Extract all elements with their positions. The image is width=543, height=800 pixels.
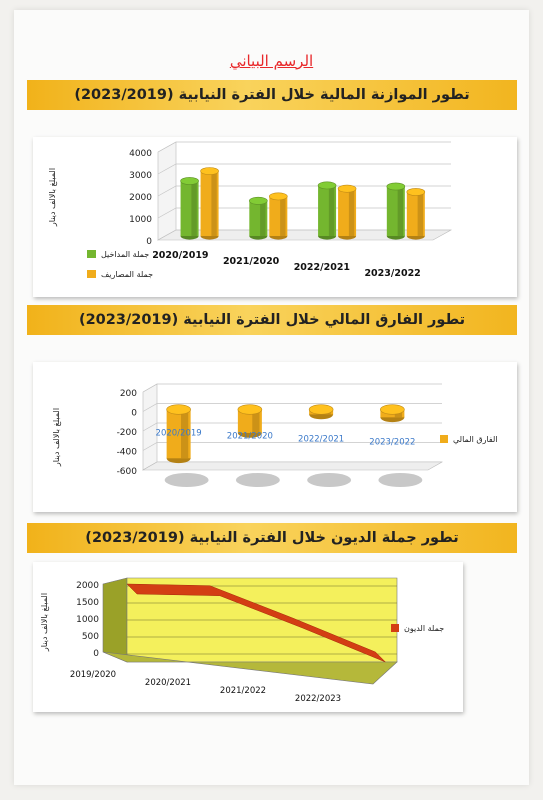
chart3-xtick-label: 2021/2022 <box>220 686 266 696</box>
chart2-bar-shade <box>181 409 189 459</box>
chart2-xtick-label: 2022/2021 <box>298 435 344 445</box>
chart1-bar-top <box>386 182 406 191</box>
chart1-bar-top <box>317 181 337 190</box>
chart1-legend-swatch <box>87 270 96 278</box>
chart1-title: تطور الموازنة المالية خلال الفترة النياب… <box>74 87 470 103</box>
chart3-floor <box>102 651 398 685</box>
chart1-bar-shade <box>280 196 286 236</box>
chart1-ylabel: المبلغ بالالف دينار <box>48 168 57 227</box>
chart1-ytick-label: 1000 <box>129 215 152 225</box>
chart2-ytick-label: -400 <box>117 448 138 458</box>
chart2-xtick-label: 2020/2019 <box>156 429 202 439</box>
chart1-legend-swatch <box>87 250 96 258</box>
chart3-legend-swatch <box>391 624 399 632</box>
page-title: الرسم البياني <box>229 52 314 70</box>
chart1-bar-top <box>200 167 219 175</box>
chart1-bar-top <box>249 196 268 205</box>
chart1-gridline <box>157 207 451 219</box>
chart1-gridline <box>157 163 451 175</box>
chart1-xtick-label: 2022/2021 <box>294 262 350 273</box>
chart1-panel: 0 1000 2000 3000 4000 المبلغ بالالف دينار 2020… <box>33 137 517 297</box>
chart1-ytick-label: 2000 <box>129 193 152 203</box>
chart1-legend-label: جملة المداخيل <box>101 250 149 259</box>
chart1-bar-shade <box>191 181 197 236</box>
chart3-ytick-label: 0 <box>93 649 99 659</box>
chart1-xtick-label: 2020/2019 <box>152 250 208 261</box>
chart1-bar-shade <box>397 186 404 236</box>
chart3-area-series <box>126 583 386 663</box>
chart2-bar-top <box>308 404 334 415</box>
chart2-bar-shade <box>252 409 260 433</box>
chart3-ylabel: المبلغ بالالف دينار <box>40 593 49 652</box>
chart1-bar-top <box>337 184 357 193</box>
chart1-ytick-label: 3000 <box>129 171 152 181</box>
chart1-gridline <box>157 185 451 197</box>
chart2-bar-shadow <box>164 473 209 487</box>
chart3-title: تطور جملة الديون خلال الفترة النيابية (2… <box>85 530 459 546</box>
chart2-ytick-label: 200 <box>120 389 137 399</box>
difference-bar-chart: -600 -400 -200 0 200 المبلغ بالالف دينار 2020/… <box>52 383 498 487</box>
chart3-ytick-label: 2000 <box>76 581 99 591</box>
chart1-bar-shade <box>328 185 335 236</box>
chart2-bar-top <box>380 404 405 415</box>
chart1-bar-shade <box>417 192 424 236</box>
chart1-bar-shade <box>211 171 217 236</box>
chart1-bar-shade <box>348 188 355 236</box>
chart3-panel: 0 500 1000 1500 2000 المبلغ بالالف دينار 2019/… <box>33 562 463 712</box>
chart1-gridline <box>157 141 451 153</box>
chart2-gridline <box>142 442 442 451</box>
chart3-xtick-label: 2022/2023 <box>295 694 341 704</box>
chart2-ylabel: المبلغ بالالف دينار <box>52 408 61 467</box>
debt-area-chart: 0 500 1000 1500 2000 المبلغ بالالف دينار 2019/… <box>40 577 444 704</box>
chart1-bar-top <box>180 177 199 185</box>
chart3-legend-label: جملة الديون <box>404 624 444 633</box>
chart1-xtick-label: 2021/2020 <box>223 256 280 267</box>
chart1-bar-top <box>269 192 288 201</box>
chart2-panel: -600 -400 -200 0 200 المبلغ بالالف دينار 2020/… <box>33 362 517 512</box>
chart3-title-banner: تطور جملة الديون خلال الفترة النيابية (2… <box>27 523 517 553</box>
chart2-legend-swatch <box>440 435 448 443</box>
chart1-ytick-label: 4000 <box>129 149 152 159</box>
chart2-title-banner: تطور الفارق المالي خلال الفترة النيابية … <box>27 305 517 335</box>
budget-bar-chart: 0 1000 2000 3000 4000 المبلغ بالالف دينار 2020… <box>48 141 453 279</box>
chart2-legend-label: الفارق المالي <box>453 435 498 444</box>
chart2-bar-top <box>166 404 191 415</box>
chart2-bar-shadow <box>235 473 280 487</box>
chart1-bar-shade <box>260 200 266 236</box>
chart2-ytick-label: -200 <box>117 428 138 438</box>
chart2-xtick-label: 2021/2020 <box>227 432 273 442</box>
chart2-gridline <box>142 383 442 393</box>
chart1-bar-top <box>406 188 426 196</box>
chart2-floor <box>141 461 444 471</box>
chart2-ytick-label: -600 <box>117 467 138 477</box>
chart3-xtick-label: 2020/2021 <box>145 678 191 688</box>
chart2-bar-top <box>237 404 263 415</box>
chart2-ytick-label: 0 <box>131 409 137 419</box>
chart3-side-wall <box>102 577 128 663</box>
chart2-xtick-label: 2023/2022 <box>369 438 415 448</box>
chart1-gridline <box>157 229 451 241</box>
chart1-xtick-label: 2023/2022 <box>364 268 420 279</box>
chart3-xtick-label: 2019/2020 <box>70 670 116 680</box>
chart2-gridline <box>142 403 442 412</box>
chart2-bar-shadow <box>378 473 423 487</box>
chart1-ytick-label: 0 <box>146 237 152 247</box>
chart2-bar-shadow <box>307 473 352 487</box>
chart2-title: تطور الفارق المالي خلال الفترة النيابية … <box>78 312 466 328</box>
chart3-ytick-label: 1000 <box>76 615 99 625</box>
chart2-gridline <box>142 422 442 432</box>
chart1-legend-label: جملة المصاريف <box>101 270 153 279</box>
chart1-title-banner: تطور الموازنة المالية خلال الفترة النياب… <box>27 80 517 110</box>
chart3-ytick-label: 500 <box>82 632 99 642</box>
chart3-ytick-label: 1500 <box>76 598 99 608</box>
